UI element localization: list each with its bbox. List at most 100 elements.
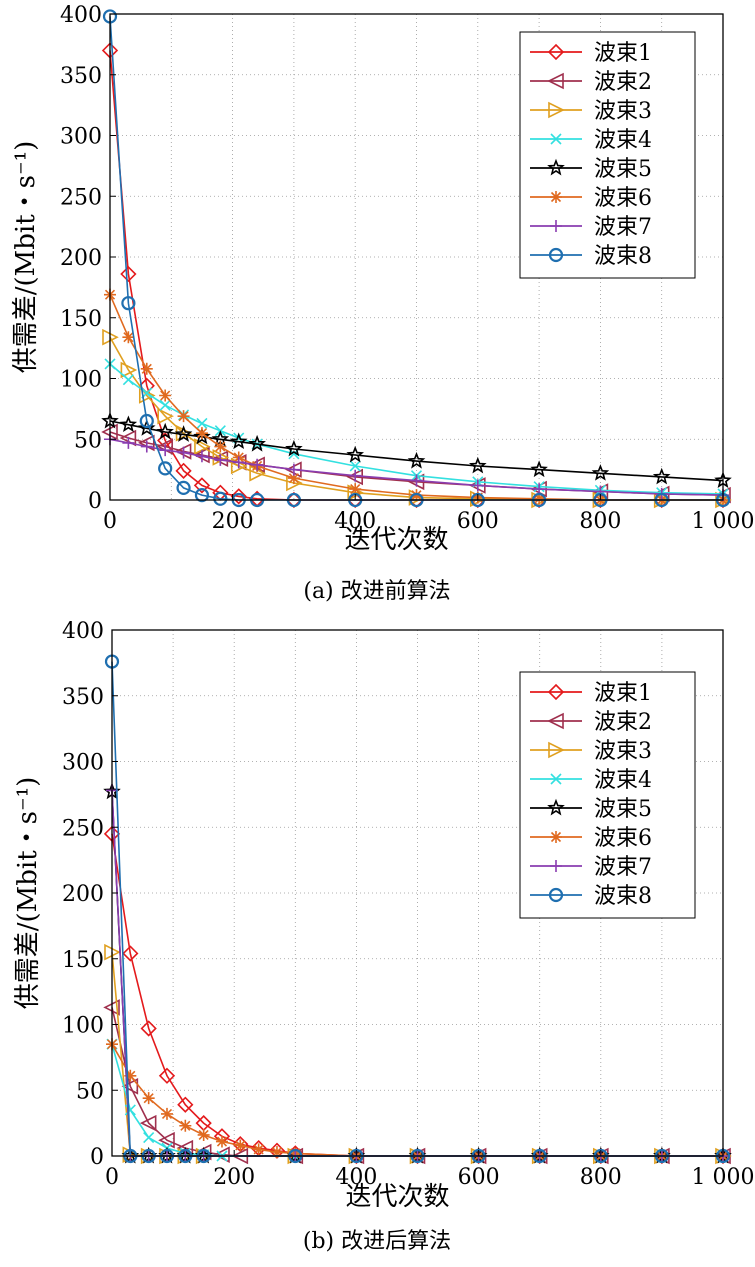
data-point [270, 1146, 283, 1159]
legend-item: 波束4 [530, 128, 652, 153]
data-point [175, 462, 192, 479]
data-point [214, 440, 227, 453]
chart-panel-b: 0 200 400 600 800 1 000 0 50 100 150 200 250 300 350 4… [13, 619, 754, 1254]
data-point [140, 440, 153, 453]
x-tick-label: 400 [335, 1165, 377, 1190]
data-point [234, 1139, 247, 1152]
figure-caption: (a) 改进前算法 [303, 579, 450, 604]
legend-label: 波束8 [594, 884, 652, 909]
legend-label: 波束2 [594, 70, 652, 95]
data-point [287, 472, 300, 485]
data-point [139, 413, 154, 429]
legend-label: 波束6 [594, 186, 652, 211]
data-point [248, 434, 266, 452]
data-point [122, 374, 134, 386]
data-point [142, 1092, 155, 1105]
data-point [530, 460, 548, 478]
y-tick-label: 0 [88, 489, 102, 514]
x-tick-label: 400 [334, 509, 376, 534]
data-point [177, 1096, 194, 1113]
data-point [196, 417, 208, 430]
legend-box [519, 671, 696, 919]
legend: 波束1 波束2 波束3 波束4 波束5 波束6 波束7 波束8 [519, 31, 696, 279]
data-point [230, 488, 247, 505]
data-point [193, 427, 211, 445]
legend-label: 波束7 [594, 215, 652, 240]
data-point [119, 415, 138, 433]
legend-label: 波束5 [594, 797, 652, 822]
y-tick-label: 150 [60, 307, 102, 332]
x-tick-label: 200 [213, 1165, 255, 1190]
legend-item: 波束6 [530, 186, 652, 211]
y-axis-label: 供需差/(Mbit・s⁻¹) [11, 141, 41, 374]
figure-caption: (b) 改进后算法 [303, 1229, 451, 1254]
data-point [194, 488, 210, 503]
data-point [159, 399, 171, 411]
legend-label: 波束5 [594, 157, 652, 182]
series-6 [106, 1038, 729, 1162]
y-tick-label: 250 [60, 185, 102, 210]
data-point [158, 1067, 176, 1084]
legend-item: 波束2 [530, 710, 652, 735]
data-point [121, 1078, 139, 1095]
y-tick-label: 150 [62, 948, 104, 973]
legend-item: 波束6 [530, 826, 652, 851]
data-point [215, 1135, 228, 1148]
x-tick-label: 600 [457, 509, 499, 534]
legend-label: 波束8 [594, 244, 652, 269]
data-point [471, 479, 484, 492]
x-tick-label: 1 000 [692, 1165, 755, 1190]
series-5 [101, 411, 732, 488]
data-point [346, 445, 364, 463]
legend-item: 波束5 [530, 797, 652, 822]
data-point [195, 450, 208, 463]
legend-swatch-marker [550, 133, 562, 145]
legend-item: 波束8 [530, 884, 652, 909]
data-point [177, 446, 190, 459]
legend-item: 波束7 [530, 215, 652, 240]
legend-item: 波束1 [530, 41, 652, 66]
data-point [533, 492, 546, 505]
legend-label: 波束3 [594, 739, 652, 764]
legend-label: 波束3 [594, 99, 652, 124]
data-point [407, 451, 426, 469]
series-6 [104, 288, 729, 506]
data-point [410, 489, 423, 502]
legend-swatch-marker [548, 101, 565, 119]
legend-label: 波束4 [594, 128, 652, 153]
data-point [176, 480, 191, 495]
data-point [124, 1069, 137, 1082]
data-point [229, 432, 248, 450]
x-tick-label: 0 [103, 509, 117, 534]
data-point [120, 265, 137, 283]
y-tick-label: 400 [62, 619, 104, 644]
x-tick-label: 800 [579, 509, 621, 534]
data-point [287, 463, 300, 476]
data-point [179, 1119, 192, 1132]
legend-item: 波束8 [530, 244, 652, 269]
legend-swatch-marker [548, 247, 564, 263]
chart-panel-a: 0 200 400 600 800 1 000 0 50 100 150 200 250 300 350 4… [11, 3, 754, 604]
x-axis-label: 迭代次数 [345, 1182, 449, 1212]
data-point [193, 477, 211, 494]
x-tick-label: 800 [580, 1165, 622, 1190]
legend-label: 波束4 [594, 768, 652, 793]
legend-label: 波束6 [594, 826, 652, 851]
data-point [139, 1114, 157, 1132]
data-point [157, 407, 174, 425]
data-point [213, 491, 228, 506]
data-point [120, 361, 138, 379]
series-7 [104, 433, 729, 502]
data-point [652, 467, 671, 485]
data-point [194, 438, 211, 455]
x-tick-label: 0 [105, 1165, 119, 1190]
data-point [159, 389, 172, 402]
data-point [140, 1020, 157, 1037]
data-point [214, 453, 227, 466]
y-tick-label: 350 [62, 685, 104, 710]
legend-item: 波束1 [530, 681, 652, 706]
y-tick-label: 100 [60, 368, 102, 393]
x-tick-label: 600 [458, 1165, 500, 1190]
legend-label: 波束1 [594, 681, 652, 706]
series-line [109, 294, 723, 501]
